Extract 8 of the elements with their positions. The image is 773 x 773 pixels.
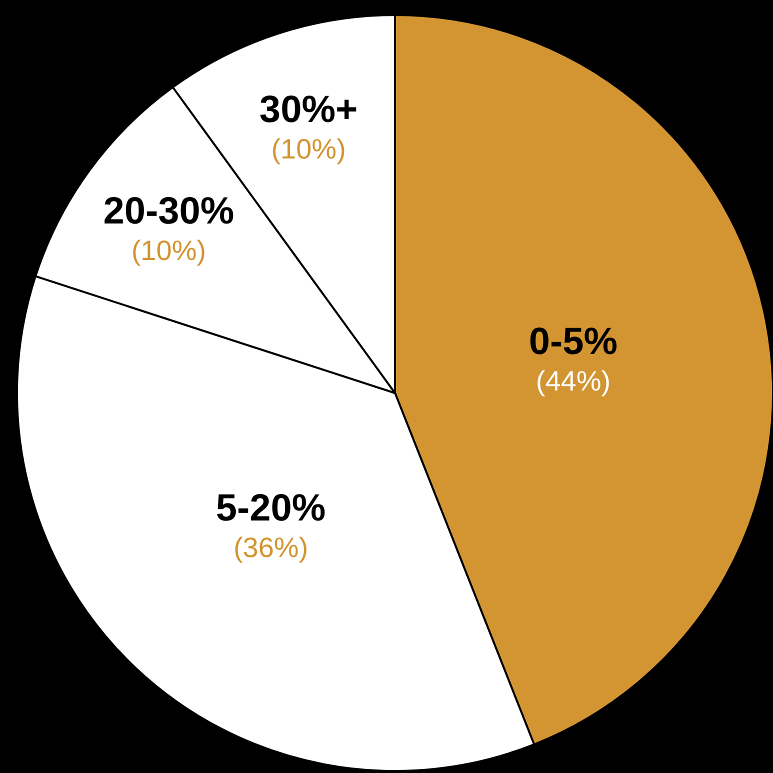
slice-label: 20-30%	[103, 190, 234, 233]
slice-label: 30%+	[259, 88, 358, 131]
data-label: (44%)	[536, 366, 611, 396]
slice-label: 5-20%	[216, 487, 326, 530]
data-label: (10%)	[131, 235, 206, 266]
data-label: (36%)	[233, 532, 308, 563]
data-label: (10%)	[271, 133, 346, 164]
slice-label: 0-5%	[528, 321, 618, 363]
